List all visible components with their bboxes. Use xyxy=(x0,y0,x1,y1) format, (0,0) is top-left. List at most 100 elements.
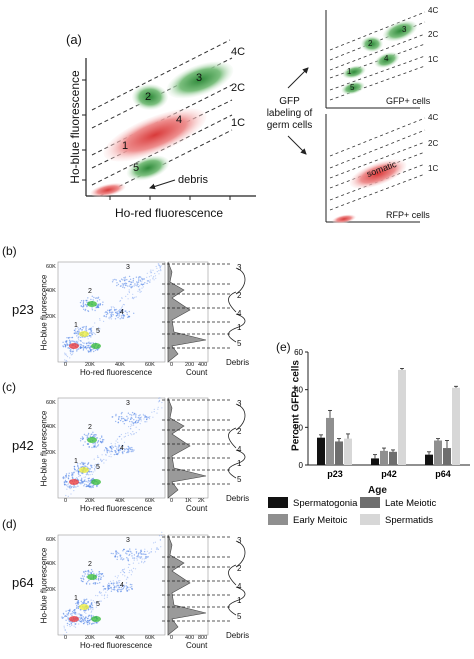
flow-xtick: 40K xyxy=(115,362,125,368)
flow-xtick: 0 xyxy=(64,635,68,641)
bar-p64-1 xyxy=(434,440,442,465)
a-ploidy-4c: 4C xyxy=(231,46,246,58)
flow-ytick: 20K xyxy=(46,587,56,593)
flow-age-label: p23 xyxy=(12,302,34,317)
flow-xtick: 60K xyxy=(145,362,155,368)
bar-p23-2 xyxy=(335,441,343,465)
bar-p42-0 xyxy=(371,458,379,465)
flow-count-tick: 1K xyxy=(185,498,192,504)
a-xlabel: Ho-red fluorescence xyxy=(115,206,224,220)
flow-arrow-number: 4 xyxy=(237,309,242,318)
flow-count-label: Count xyxy=(186,641,208,650)
flow-cluster-label: 5 xyxy=(96,464,100,471)
a-cluster-5 xyxy=(126,155,170,181)
flow-cluster-label: 4 xyxy=(120,309,124,316)
flow-ytick: 60K xyxy=(46,537,56,543)
rfp-ploidy-2c: 2C xyxy=(428,139,439,148)
flow-count-tick: 400 xyxy=(198,362,208,368)
flow-cluster-label: 4 xyxy=(120,582,124,589)
flow-count-tick: 200 xyxy=(185,362,195,368)
flow-ytick: 20K xyxy=(46,450,56,456)
flow-cluster-label: 1 xyxy=(74,458,78,465)
gfp-cl-3: 3 xyxy=(402,25,407,34)
legend-label: Spermatids xyxy=(385,515,433,526)
e-ytick-label: 20 xyxy=(294,423,303,432)
gfp-cluster-5 xyxy=(341,81,365,95)
rfp-title: RFP+ cells xyxy=(386,210,430,220)
flow-xlabel: Ho-red fluorescence xyxy=(80,504,153,513)
flow-cluster-label: 3 xyxy=(126,537,130,544)
flow-arrow-number: 3 xyxy=(237,536,242,545)
rfp-ploidy-1c: 1C xyxy=(428,164,439,173)
flow-ytick: 60K xyxy=(46,400,56,406)
flow-debris-label: Debris xyxy=(226,494,250,503)
flow-debris-label: Debris xyxy=(226,631,250,640)
flow-xtick: 0 xyxy=(64,498,68,504)
rfp-ploidy-4c: 4C xyxy=(428,113,439,122)
gfp-cl-5: 5 xyxy=(350,83,355,92)
flow-count-tick: 400 xyxy=(185,635,195,641)
e-ytick-label: 0 xyxy=(299,461,304,470)
e-category-label: p23 xyxy=(327,469,343,479)
flow-cluster-label: 3 xyxy=(126,264,130,271)
gfp-cluster-2 xyxy=(361,36,383,52)
flow-arrow-number: 1 xyxy=(237,459,242,468)
a-debris-arrow xyxy=(149,179,176,190)
flow-panel-label: (b) xyxy=(2,244,17,258)
bar-p64-0 xyxy=(425,454,433,465)
bar-p42-3 xyxy=(398,369,406,465)
flow-panel-label: (d) xyxy=(2,517,17,531)
rfp-debris-cluster xyxy=(332,214,356,224)
flow-age-label: p42 xyxy=(12,438,34,453)
flow-arrow-number: 5 xyxy=(237,475,242,484)
gfp-cluster-1 xyxy=(342,65,366,79)
flow-ytick: 60K xyxy=(46,264,56,270)
flow-cluster-label: 1 xyxy=(74,322,78,329)
bar-p42-1 xyxy=(380,450,388,465)
a-cluster-3 xyxy=(166,61,234,99)
gfp-cl-4: 4 xyxy=(384,54,389,63)
flow-cluster-label: 2 xyxy=(88,288,92,295)
flow-xtick: 60K xyxy=(145,498,155,504)
flow-count-tick: 0 xyxy=(170,498,174,504)
flow-cluster-label: 4 xyxy=(120,445,124,452)
bar-p64-3 xyxy=(452,387,460,465)
flow-xtick: 40K xyxy=(115,498,125,504)
flow-arrow-number: 2 xyxy=(237,564,242,573)
e-ytick-label: 60 xyxy=(294,348,303,357)
flow-arrow-number: 2 xyxy=(237,291,242,300)
a-center-text: GFP labeling of germ cells xyxy=(266,96,313,131)
flow-arrow-number: 5 xyxy=(237,339,242,348)
flow-cluster-label: 5 xyxy=(96,328,100,335)
histogram xyxy=(167,534,207,636)
bar-p23-3 xyxy=(344,438,352,465)
flow-panel-label: (c) xyxy=(2,380,16,394)
bar-p64-2 xyxy=(443,448,451,465)
a-cluster-label-1: 1 xyxy=(122,140,129,152)
gfp-ploidy-2c: 2C xyxy=(428,30,439,39)
flow-arrow-number: 3 xyxy=(237,399,242,408)
flow-arrow-number: 1 xyxy=(237,596,242,605)
flow-xtick: 40K xyxy=(115,635,125,641)
flow-ytick: 40K xyxy=(46,424,56,430)
flow-arrow-number: 2 xyxy=(237,427,242,436)
e-ytick-label: 40 xyxy=(294,386,303,395)
panel-e-label: (e) xyxy=(276,340,291,354)
flow-count-label: Count xyxy=(186,504,208,513)
flow-cluster-label: 2 xyxy=(88,424,92,431)
histogram xyxy=(167,261,207,363)
flow-arrow-number: 4 xyxy=(237,582,242,591)
flow-debris-label: Debris xyxy=(226,358,250,367)
legend-swatch xyxy=(360,497,380,508)
e-xlabel: Age xyxy=(368,485,387,496)
flow-cluster-label: 1 xyxy=(74,595,78,602)
gfp-cluster-4 xyxy=(374,52,400,68)
flow-xtick: 0 xyxy=(64,362,68,368)
a-cluster-label-3: 3 xyxy=(196,72,203,84)
flow-arrow-number: 5 xyxy=(237,612,242,621)
flow-count-tick: 0 xyxy=(170,362,174,368)
flow-xlabel: Ho-red fluorescence xyxy=(80,641,153,650)
a-cluster-label-5: 5 xyxy=(133,162,140,174)
